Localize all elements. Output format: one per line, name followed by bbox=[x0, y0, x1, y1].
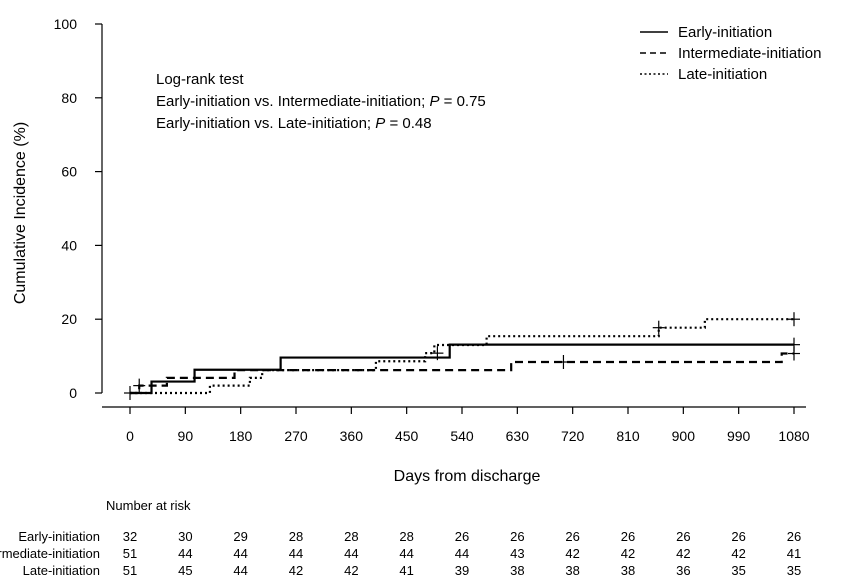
y-axis-label: Cumulative Incidence (%) bbox=[12, 122, 29, 304]
risk-value: 32 bbox=[123, 529, 137, 544]
risk-row-label: Late-initiation bbox=[23, 563, 100, 578]
censor-mark bbox=[788, 312, 800, 327]
x-tick-label: 180 bbox=[229, 428, 253, 444]
risk-value: 26 bbox=[455, 529, 469, 544]
risk-value: 29 bbox=[233, 529, 247, 544]
legend-label: Late-initiation bbox=[678, 66, 767, 83]
tick-marks: 0 20 40 60 80 100 0 90 180 270 360 450 540 630 720 810 9… bbox=[54, 16, 810, 444]
censor-mark bbox=[652, 320, 665, 335]
risk-table: Early-initiation 32 30 29 28 28 28 26 26 26 26 26 26… bbox=[0, 529, 801, 578]
risk-value: 42 bbox=[289, 563, 303, 578]
series-late-initiation-curve bbox=[130, 318, 794, 395]
risk-value: 44 bbox=[233, 546, 247, 561]
y-tick-label: 60 bbox=[61, 164, 77, 180]
annotation-line-2-p: P bbox=[375, 115, 385, 132]
risk-value: 41 bbox=[399, 563, 413, 578]
axes bbox=[101, 24, 806, 408]
y-tick-label: 100 bbox=[54, 16, 78, 32]
x-tick-label: 720 bbox=[561, 428, 585, 444]
annotation-line-1-p: P bbox=[429, 93, 439, 110]
risk-value: 44 bbox=[344, 546, 358, 561]
legend-label: Early-initiation bbox=[678, 24, 772, 41]
x-tick-label: 1080 bbox=[778, 428, 809, 444]
risk-value: 26 bbox=[731, 529, 745, 544]
risk-value: 42 bbox=[565, 546, 579, 561]
annotation-line-2-value: = 0.48 bbox=[385, 115, 431, 132]
risk-row-label: Early-initiation bbox=[18, 529, 100, 544]
risk-value: 51 bbox=[123, 546, 137, 561]
y-tick-label: 40 bbox=[61, 237, 77, 253]
risk-value: 42 bbox=[676, 546, 690, 561]
risk-value: 42 bbox=[621, 546, 635, 561]
annotation-line-1: Early-initiation vs. Intermediate-initia… bbox=[156, 93, 486, 110]
risk-value: 28 bbox=[399, 529, 413, 544]
y-tick-label: 20 bbox=[61, 311, 77, 327]
censor-mark bbox=[431, 346, 444, 361]
risk-value: 51 bbox=[123, 563, 137, 578]
risk-value: 26 bbox=[621, 529, 635, 544]
censor-mark bbox=[133, 378, 146, 393]
x-tick-label: 810 bbox=[616, 428, 640, 444]
x-axis-label: Days from discharge bbox=[394, 468, 541, 485]
risk-value: 44 bbox=[455, 546, 469, 561]
risk-row-label: Intermediate-initiation bbox=[0, 546, 100, 561]
curves bbox=[124, 312, 800, 400]
risk-value: 38 bbox=[510, 563, 524, 578]
y-tick-label: 0 bbox=[69, 385, 77, 401]
x-tick-label: 540 bbox=[450, 428, 474, 444]
risk-table-title: Number at risk bbox=[106, 498, 191, 513]
series-intermediate-initiation-curve bbox=[130, 352, 794, 395]
risk-value: 44 bbox=[289, 546, 303, 561]
risk-value: 38 bbox=[565, 563, 579, 578]
censor-mark bbox=[557, 355, 570, 370]
y-tick-label: 80 bbox=[61, 90, 77, 106]
risk-value: 28 bbox=[289, 529, 303, 544]
x-tick-label: 900 bbox=[672, 428, 696, 444]
annotation-title: Log-rank test bbox=[156, 71, 244, 88]
annotation-line-2: Early-initiation vs. Late-initiation; P … bbox=[156, 115, 432, 132]
annotation-line-1-value: = 0.75 bbox=[439, 93, 485, 110]
risk-value: 28 bbox=[344, 529, 358, 544]
censor-mark bbox=[788, 346, 800, 361]
logrank-annotation: Log-rank test Early-initiation vs. Inter… bbox=[156, 71, 486, 132]
x-tick-label: 90 bbox=[178, 428, 194, 444]
legend-label: Intermediate-initiation bbox=[678, 45, 821, 62]
legend: Early-initiation Intermediate-initiation L… bbox=[640, 24, 821, 83]
risk-value: 26 bbox=[787, 529, 801, 544]
risk-value: 44 bbox=[178, 546, 192, 561]
risk-value: 30 bbox=[178, 529, 192, 544]
censor-mark bbox=[124, 386, 136, 400]
risk-value: 43 bbox=[510, 546, 524, 561]
x-tick-label: 630 bbox=[506, 428, 530, 444]
risk-value: 42 bbox=[344, 563, 358, 578]
x-tick-label: 270 bbox=[284, 428, 308, 444]
x-tick-label: 360 bbox=[340, 428, 364, 444]
risk-value: 41 bbox=[787, 546, 801, 561]
risk-value: 35 bbox=[731, 563, 745, 578]
risk-value: 26 bbox=[676, 529, 690, 544]
risk-value: 26 bbox=[565, 529, 579, 544]
x-tick-label: 990 bbox=[727, 428, 751, 444]
risk-value: 38 bbox=[621, 563, 635, 578]
risk-value: 45 bbox=[178, 563, 192, 578]
risk-value: 26 bbox=[510, 529, 524, 544]
annotation-line-2-text: Early-initiation vs. Late-initiation; bbox=[156, 115, 375, 132]
risk-value: 42 bbox=[731, 546, 745, 561]
risk-value: 39 bbox=[455, 563, 469, 578]
x-tick-label: 450 bbox=[395, 428, 419, 444]
risk-value: 44 bbox=[233, 563, 247, 578]
risk-value: 44 bbox=[399, 546, 413, 561]
annotation-line-1-text: Early-initiation vs. Intermediate-initia… bbox=[156, 93, 429, 110]
risk-value: 36 bbox=[676, 563, 690, 578]
risk-value: 35 bbox=[787, 563, 801, 578]
x-tick-label: 0 bbox=[126, 428, 134, 444]
